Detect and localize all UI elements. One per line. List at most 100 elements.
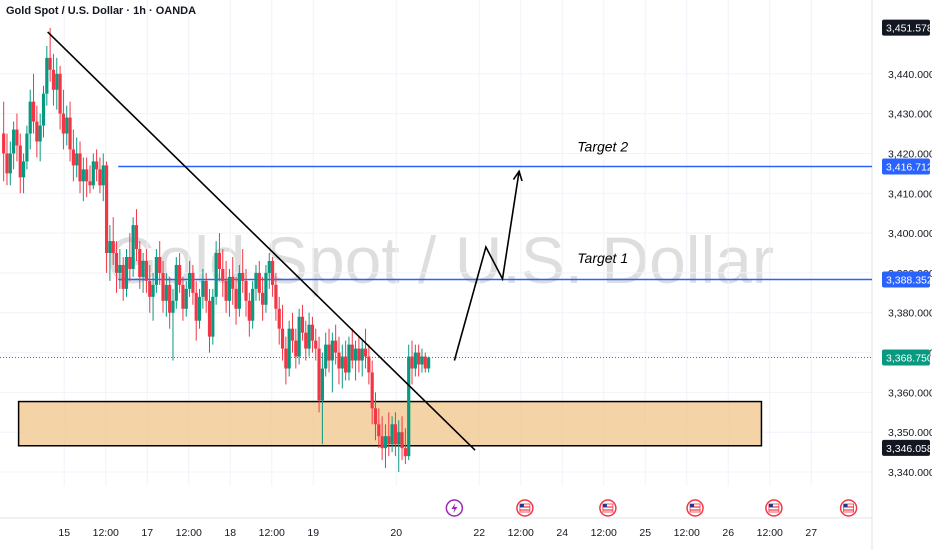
candle: [61, 89, 66, 150]
candle: [353, 340, 358, 381]
candle-body: [400, 432, 404, 449]
candle-body: [95, 161, 99, 170]
candle: [118, 249, 122, 289]
flag-outline: [768, 503, 780, 513]
candle: [387, 412, 391, 457]
candle-body: [201, 280, 205, 297]
price-badge-blue: 3,416.712: [882, 158, 932, 175]
candle-body: [383, 436, 388, 449]
projection-arrowhead: [512, 169, 523, 182]
price-badge-blue: 3,388.352: [882, 271, 932, 288]
candle: [204, 272, 208, 313]
candle-body: [267, 260, 271, 273]
candle-body: [217, 253, 222, 269]
candle: [224, 260, 228, 313]
candle-body: [357, 348, 361, 361]
candle-body: [317, 348, 321, 401]
flag-event-icon[interactable]: [516, 499, 534, 517]
candle-body: [251, 288, 255, 321]
candle: [231, 256, 235, 305]
price-badge-bg: [882, 271, 930, 288]
candle-body: [111, 241, 115, 254]
candle-body: [237, 272, 241, 309]
candle-body: [178, 264, 182, 285]
candle-body: [28, 101, 32, 134]
x-tick-label: 15: [58, 527, 70, 539]
candle: [237, 264, 241, 317]
x-tick-label: 27: [805, 527, 817, 539]
x-tick-label: 12:00: [757, 527, 783, 539]
candle: [191, 264, 195, 305]
candle-body: [307, 324, 311, 349]
candle: [241, 249, 245, 293]
flag-event-icon[interactable]: [599, 499, 617, 517]
candle: [131, 217, 135, 277]
candle-body: [417, 352, 421, 365]
candle-body: [55, 73, 59, 90]
x-tick-label: 12:00: [259, 527, 285, 539]
candle: [317, 336, 321, 413]
candle-body: [304, 332, 308, 349]
candle: [91, 153, 95, 190]
candle-body: [61, 113, 66, 134]
candle-body: [397, 432, 401, 445]
candle: [304, 320, 308, 361]
candle-body: [101, 165, 105, 186]
candle: [207, 288, 212, 353]
y-tick-label: 3,340.000: [888, 467, 932, 479]
candle-body: [154, 256, 158, 285]
candle-body: [310, 324, 315, 341]
candle-body: [118, 264, 122, 273]
candle-body: [363, 348, 368, 357]
target-label-2: Target 1: [577, 250, 628, 266]
y-tick-label: 3,400.000: [888, 228, 932, 240]
candle: [344, 340, 348, 381]
flag-event-icon[interactable]: [839, 499, 858, 517]
candle-body: [91, 161, 95, 186]
candle-body: [134, 225, 139, 250]
candle-body: [15, 129, 19, 146]
candle-body: [121, 264, 125, 289]
candle: [330, 332, 334, 393]
price-badge-bg: [882, 158, 930, 175]
candle: [35, 105, 39, 158]
candle: [357, 336, 361, 373]
candle-body: [81, 169, 85, 182]
flag-event-icon[interactable]: [686, 499, 704, 517]
candle: [217, 233, 222, 281]
candle: [51, 53, 56, 106]
price-badge-text: 3,388.352: [886, 274, 932, 286]
candle-body: [31, 101, 36, 122]
candle: [114, 241, 119, 293]
candle-body: [12, 129, 16, 154]
price-badge-bg: [882, 19, 930, 36]
candle: [234, 276, 238, 325]
candle: [427, 356, 431, 373]
target-label-1: Target 2: [577, 138, 628, 154]
candle: [121, 256, 125, 301]
lightning-icon: [451, 503, 458, 513]
candle: [8, 141, 12, 186]
descending-trendline: [47, 31, 476, 451]
candle: [350, 328, 354, 369]
candle: [360, 340, 364, 377]
flag-event-icon[interactable]: [765, 499, 783, 517]
price-badge-dark: 3,451.578: [882, 19, 932, 36]
candle: [144, 249, 149, 293]
candle: [300, 304, 305, 341]
candle: [397, 420, 401, 473]
candle-body: [51, 69, 56, 90]
candle: [88, 165, 92, 194]
candle-body: [71, 149, 75, 166]
flag-canton: [768, 504, 773, 507]
candle-body: [244, 280, 248, 301]
x-tick-label: 12:00: [508, 527, 534, 539]
candle: [174, 256, 178, 309]
candle: [171, 288, 175, 361]
candle-body: [241, 272, 245, 281]
y-tick-label: 3,420.000: [888, 148, 932, 160]
lightning-event-icon[interactable]: [445, 499, 464, 517]
candle-body: [114, 253, 119, 273]
